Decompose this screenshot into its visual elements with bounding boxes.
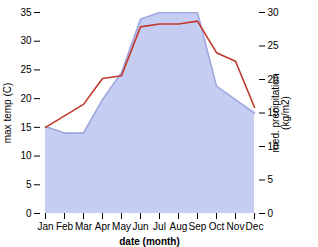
svg-text:Aug: Aug	[170, 221, 188, 232]
svg-text:Jun: Jun	[132, 221, 148, 232]
svg-text:med. precipitation(kg/m2): med. precipitation(kg/m2)	[270, 74, 291, 153]
svg-text:Jan: Jan	[37, 221, 53, 232]
svg-text:10: 10	[20, 150, 32, 161]
svg-text:30: 30	[20, 35, 32, 46]
svg-text:Apr: Apr	[95, 221, 111, 232]
svg-text:Dec: Dec	[246, 221, 264, 232]
svg-text:Sep: Sep	[189, 221, 207, 232]
svg-text:Mar: Mar	[75, 221, 93, 232]
svg-text:Feb: Feb	[56, 221, 74, 232]
svg-text:15: 15	[20, 122, 32, 133]
svg-text:5: 5	[26, 179, 32, 190]
svg-text:max temp (C): max temp (C)	[2, 83, 13, 144]
svg-text:5: 5	[268, 174, 274, 185]
svg-text:25: 25	[20, 64, 32, 75]
svg-text:25: 25	[268, 40, 280, 51]
svg-text:0: 0	[26, 208, 32, 219]
svg-text:Nov: Nov	[227, 221, 245, 232]
svg-text:30: 30	[268, 7, 280, 18]
svg-text:0: 0	[268, 208, 274, 219]
svg-text:Oct: Oct	[209, 221, 225, 232]
svg-text:date (month): date (month)	[119, 236, 180, 247]
svg-text:Jul: Jul	[153, 221, 166, 232]
svg-text:20: 20	[20, 93, 32, 104]
svg-text:May: May	[112, 221, 131, 232]
svg-text:35: 35	[20, 7, 32, 18]
